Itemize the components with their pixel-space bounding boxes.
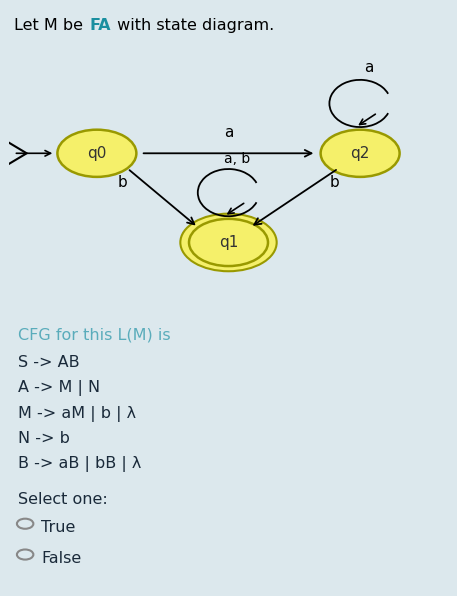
Text: a: a — [224, 125, 233, 140]
Text: B -> aB | bB | λ: B -> aB | bB | λ — [18, 456, 142, 472]
Circle shape — [181, 213, 276, 271]
Text: FA: FA — [89, 18, 111, 33]
Text: M -> aM | b | λ: M -> aM | b | λ — [18, 405, 136, 421]
Text: q1: q1 — [219, 235, 238, 250]
Text: True: True — [41, 520, 75, 535]
Text: b: b — [118, 175, 128, 190]
Circle shape — [321, 130, 399, 177]
Text: q2: q2 — [351, 146, 370, 161]
Text: a: a — [364, 60, 373, 74]
Text: N -> b: N -> b — [18, 431, 70, 446]
Text: a, b: a, b — [224, 153, 250, 166]
Text: b: b — [329, 175, 339, 190]
Text: with state diagram.: with state diagram. — [112, 18, 274, 33]
Circle shape — [58, 130, 136, 177]
Text: q0: q0 — [87, 146, 106, 161]
Text: Select one:: Select one: — [18, 492, 108, 507]
Text: CFG for this L(M) is: CFG for this L(M) is — [18, 327, 171, 342]
Text: A -> M | N: A -> M | N — [18, 380, 101, 396]
Text: Let M be: Let M be — [14, 18, 88, 33]
Circle shape — [189, 219, 268, 266]
Text: False: False — [41, 551, 81, 566]
Text: S -> AB: S -> AB — [18, 355, 80, 370]
